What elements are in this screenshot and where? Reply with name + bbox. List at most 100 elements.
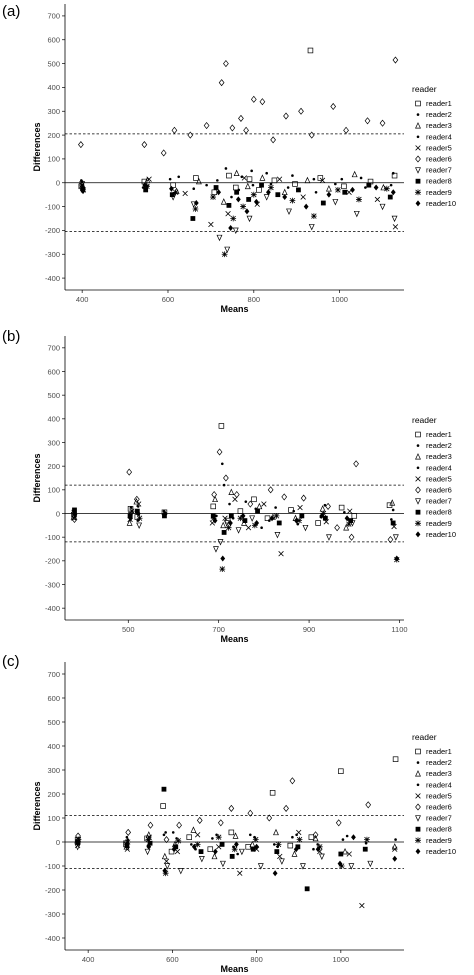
data-point	[162, 510, 168, 517]
y-tick-label: -100	[45, 533, 60, 542]
data-point	[210, 503, 217, 510]
data-point	[364, 841, 368, 845]
data-point	[364, 836, 370, 843]
data-point	[78, 141, 84, 149]
data-point	[263, 194, 270, 201]
legend-title: reader	[412, 84, 437, 94]
y-tick-label: 300	[47, 107, 60, 116]
data-point	[172, 189, 179, 196]
data-point	[240, 512, 246, 519]
data-point	[75, 840, 81, 847]
data-point	[244, 208, 250, 215]
data-point	[390, 189, 396, 196]
legend-entry: reader4	[426, 132, 452, 141]
data-point	[307, 47, 314, 54]
y-tick-label: -400	[45, 274, 60, 283]
data-point	[212, 495, 219, 503]
data-point	[323, 503, 327, 507]
data-point	[325, 185, 332, 192]
data-point	[255, 508, 260, 514]
data-point	[252, 836, 259, 843]
data-point	[268, 184, 274, 191]
data-point	[251, 496, 257, 503]
data-point	[228, 502, 231, 506]
data-point	[177, 175, 181, 179]
data-point	[163, 858, 170, 864]
legend-marker	[415, 178, 421, 184]
data-point	[343, 511, 346, 514]
data-point	[213, 546, 219, 553]
data-point	[348, 533, 355, 541]
legend-entry: reader3	[426, 121, 452, 130]
data-point	[237, 508, 244, 514]
data-point	[160, 149, 167, 157]
data-point	[72, 507, 77, 513]
data-point	[392, 534, 399, 541]
panel-b: (b) -400 -300 -200 -100 0 100 200 300 400 500 600 70…	[2, 328, 456, 644]
data-point	[297, 504, 303, 511]
data-point	[269, 790, 276, 796]
legend-entry: reader10	[426, 847, 456, 856]
data-point	[291, 835, 294, 839]
data-point	[124, 839, 131, 845]
data-point	[296, 829, 302, 836]
series-reader10	[72, 510, 400, 562]
data-point	[251, 183, 255, 187]
data-point	[226, 202, 232, 208]
data-point	[359, 902, 365, 909]
data-point	[173, 844, 179, 850]
data-point	[72, 511, 78, 518]
data-point	[283, 112, 289, 120]
data-point	[191, 843, 197, 850]
data-point	[196, 816, 203, 824]
panel-label: (b)	[2, 328, 20, 345]
data-point	[220, 555, 226, 562]
data-point	[392, 56, 399, 64]
data-point	[268, 519, 271, 522]
data-point	[267, 486, 274, 494]
data-point	[351, 513, 358, 519]
data-point	[283, 804, 289, 812]
data-point	[347, 508, 353, 514]
data-point	[278, 551, 284, 557]
data-point	[190, 843, 193, 846]
y-tick-label: 300	[47, 438, 60, 447]
data-point	[364, 186, 367, 189]
y-tick-label: 200	[47, 131, 60, 140]
data-point	[300, 494, 307, 502]
series-reader6	[75, 777, 372, 844]
data-point	[343, 126, 349, 134]
data-point	[171, 831, 175, 834]
data-point	[338, 504, 345, 511]
data-point	[296, 517, 303, 524]
data-point	[390, 518, 393, 521]
data-point	[351, 170, 358, 178]
data-point	[274, 849, 280, 854]
data-point	[250, 169, 253, 173]
data-point	[228, 513, 234, 519]
data-point	[215, 834, 222, 841]
data-point	[136, 522, 143, 529]
data-point	[212, 848, 218, 855]
data-point	[373, 184, 379, 191]
data-point	[394, 838, 397, 841]
data-point	[124, 841, 129, 848]
data-point	[364, 117, 371, 125]
data-point	[221, 251, 228, 258]
data-point	[222, 483, 226, 487]
data-point	[134, 508, 140, 514]
data-point	[291, 850, 298, 857]
data-point	[308, 224, 315, 231]
data-point	[308, 834, 315, 840]
data-point	[175, 837, 178, 840]
data-point	[276, 520, 282, 526]
data-point	[342, 847, 348, 855]
data-point	[213, 185, 219, 190]
y-tick-label: -100	[45, 862, 60, 871]
data-point	[134, 495, 140, 503]
data-point	[383, 185, 390, 192]
y-tick-label: 500	[47, 718, 60, 727]
data-point	[174, 848, 181, 855]
data-point	[278, 858, 285, 865]
data-point	[392, 846, 398, 852]
